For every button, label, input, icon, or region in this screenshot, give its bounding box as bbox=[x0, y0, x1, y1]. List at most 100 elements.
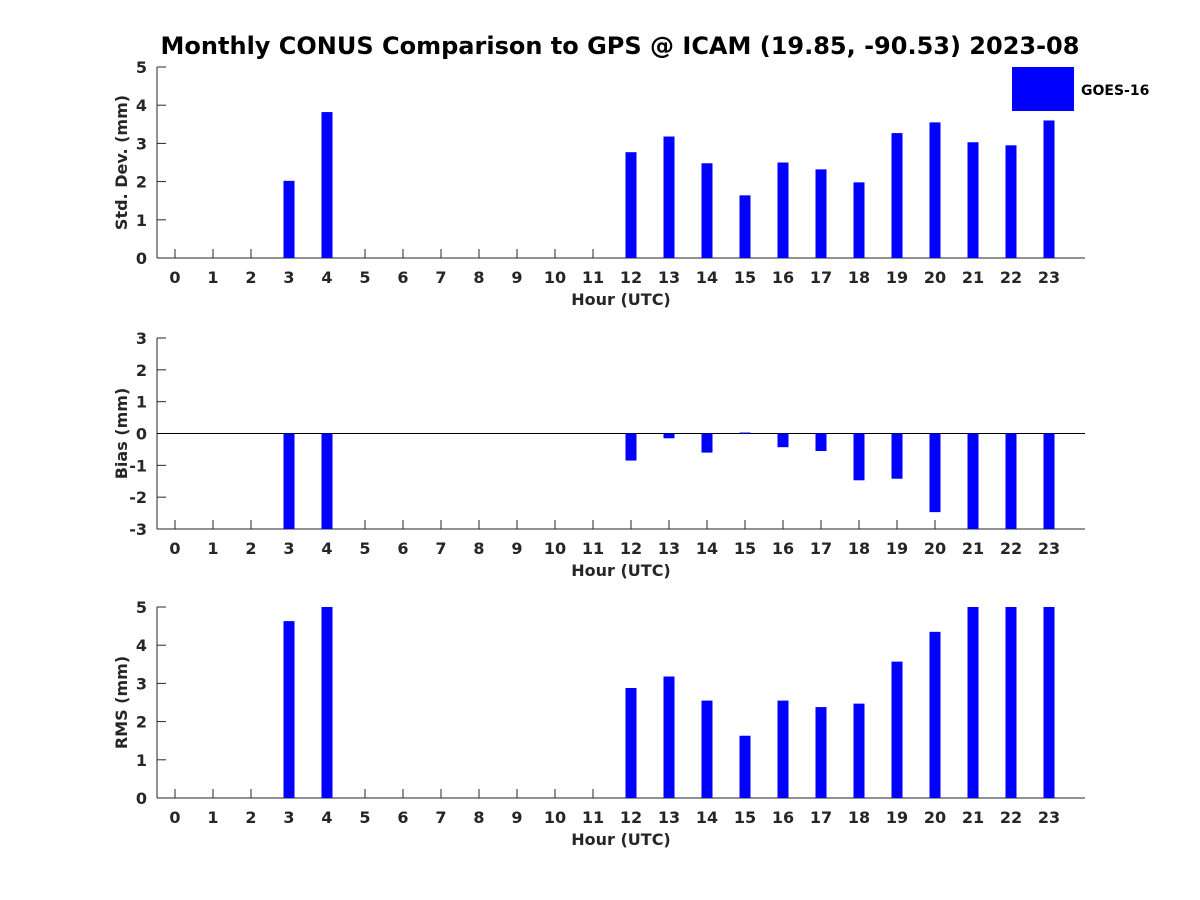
x-axis-label: Hour (UTC) bbox=[571, 830, 671, 849]
bar-hour-13 bbox=[663, 676, 675, 798]
x-tick-label: 16 bbox=[772, 539, 794, 558]
x-tick-label: 9 bbox=[511, 268, 522, 287]
y-tick-label: 5 bbox=[136, 598, 147, 617]
x-tick-label: 18 bbox=[848, 808, 870, 827]
x-tick-label: 5 bbox=[359, 808, 370, 827]
x-tick-label: 23 bbox=[1038, 268, 1060, 287]
x-tick-label: 6 bbox=[397, 268, 408, 287]
x-tick-label: 14 bbox=[696, 539, 718, 558]
x-tick-label: 13 bbox=[658, 539, 680, 558]
bar-hour-15 bbox=[739, 195, 751, 258]
bar-hour-16 bbox=[777, 700, 789, 798]
bar-hour-16 bbox=[777, 433, 789, 448]
x-tick-label: 10 bbox=[544, 808, 566, 827]
x-tick-label: 19 bbox=[886, 268, 908, 287]
bar-hour-12 bbox=[625, 687, 637, 798]
y-tick-label: 0 bbox=[136, 425, 147, 444]
y-tick-label: 4 bbox=[136, 636, 147, 655]
bar-hour-21 bbox=[967, 433, 979, 529]
x-tick-label: 4 bbox=[321, 268, 332, 287]
bar-hour-4 bbox=[321, 607, 333, 798]
y-tick-label: 1 bbox=[136, 393, 147, 412]
x-tick-label: 23 bbox=[1038, 539, 1060, 558]
x-tick-label: 2 bbox=[245, 539, 256, 558]
bar-hour-19 bbox=[891, 661, 903, 798]
x-tick-label: 20 bbox=[924, 539, 946, 558]
x-tick-label: 22 bbox=[1000, 539, 1022, 558]
x-tick-label: 20 bbox=[924, 808, 946, 827]
x-tick-label: 13 bbox=[658, 268, 680, 287]
x-tick-label: 8 bbox=[473, 808, 484, 827]
bar-hour-17 bbox=[815, 707, 827, 798]
x-tick-label: 17 bbox=[810, 539, 832, 558]
x-tick-label: 6 bbox=[397, 539, 408, 558]
bar-hour-15 bbox=[739, 735, 751, 798]
x-tick-label: 0 bbox=[169, 268, 180, 287]
x-tick-label: 11 bbox=[582, 808, 604, 827]
x-tick-label: 4 bbox=[321, 539, 332, 558]
x-tick-label: 5 bbox=[359, 268, 370, 287]
x-tick-label: 0 bbox=[169, 539, 180, 558]
bar-hour-14 bbox=[701, 700, 713, 798]
x-tick-label: 5 bbox=[359, 539, 370, 558]
x-tick-label: 21 bbox=[962, 539, 984, 558]
x-tick-label: 10 bbox=[544, 268, 566, 287]
bar-hour-22 bbox=[1005, 433, 1017, 529]
x-tick-label: 4 bbox=[321, 808, 332, 827]
x-tick-label: 16 bbox=[772, 808, 794, 827]
x-tick-label: 9 bbox=[511, 539, 522, 558]
x-tick-label: 19 bbox=[886, 539, 908, 558]
bar-hour-19 bbox=[891, 433, 903, 479]
x-tick-label: 21 bbox=[962, 808, 984, 827]
bar-hour-18 bbox=[853, 182, 865, 258]
bar-hour-12 bbox=[625, 152, 637, 258]
y-tick-label: 2 bbox=[136, 713, 147, 732]
x-tick-label: 6 bbox=[397, 808, 408, 827]
x-tick-label: 12 bbox=[620, 808, 642, 827]
y-tick-label: 0 bbox=[136, 789, 147, 808]
bar-hour-16 bbox=[777, 162, 789, 258]
bar-hour-22 bbox=[1005, 607, 1017, 798]
bar-hour-20 bbox=[929, 433, 941, 513]
x-tick-label: 20 bbox=[924, 268, 946, 287]
y-tick-label: 1 bbox=[136, 751, 147, 770]
x-tick-label: 23 bbox=[1038, 808, 1060, 827]
bar-hour-4 bbox=[321, 112, 333, 259]
y-tick-label: 3 bbox=[136, 674, 147, 693]
y-tick-label: -2 bbox=[129, 488, 147, 507]
x-tick-label: 14 bbox=[696, 268, 718, 287]
y-axis-label: Std. Dev. (mm) bbox=[112, 95, 131, 230]
bar-hour-14 bbox=[701, 163, 713, 258]
x-tick-label: 11 bbox=[582, 268, 604, 287]
x-tick-label: 14 bbox=[696, 808, 718, 827]
x-tick-label: 10 bbox=[544, 539, 566, 558]
x-tick-label: 17 bbox=[810, 808, 832, 827]
bar-hour-3 bbox=[283, 180, 295, 258]
legend-label: GOES-16 bbox=[1081, 83, 1149, 99]
bar-hour-20 bbox=[929, 122, 941, 258]
bar-hour-17 bbox=[815, 433, 827, 452]
x-tick-label: 22 bbox=[1000, 268, 1022, 287]
bar-hour-13 bbox=[663, 136, 675, 258]
x-tick-label: 7 bbox=[435, 539, 446, 558]
bar-hour-18 bbox=[853, 703, 865, 798]
bar-hour-4 bbox=[321, 433, 333, 529]
x-tick-label: 19 bbox=[886, 808, 908, 827]
y-tick-label: -1 bbox=[129, 456, 147, 475]
x-tick-label: 18 bbox=[848, 539, 870, 558]
x-tick-label: 0 bbox=[169, 808, 180, 827]
x-tick-label: 16 bbox=[772, 268, 794, 287]
y-tick-label: 3 bbox=[136, 329, 147, 348]
x-tick-label: 2 bbox=[245, 808, 256, 827]
x-axis-label: Hour (UTC) bbox=[571, 561, 671, 580]
legend-swatch bbox=[1012, 67, 1074, 111]
bar-hour-22 bbox=[1005, 145, 1017, 258]
y-tick-label: 0 bbox=[136, 249, 147, 268]
x-tick-label: 15 bbox=[734, 539, 756, 558]
y-tick-label: 5 bbox=[136, 58, 147, 77]
y-tick-label: 2 bbox=[136, 173, 147, 192]
x-tick-label: 3 bbox=[283, 539, 294, 558]
